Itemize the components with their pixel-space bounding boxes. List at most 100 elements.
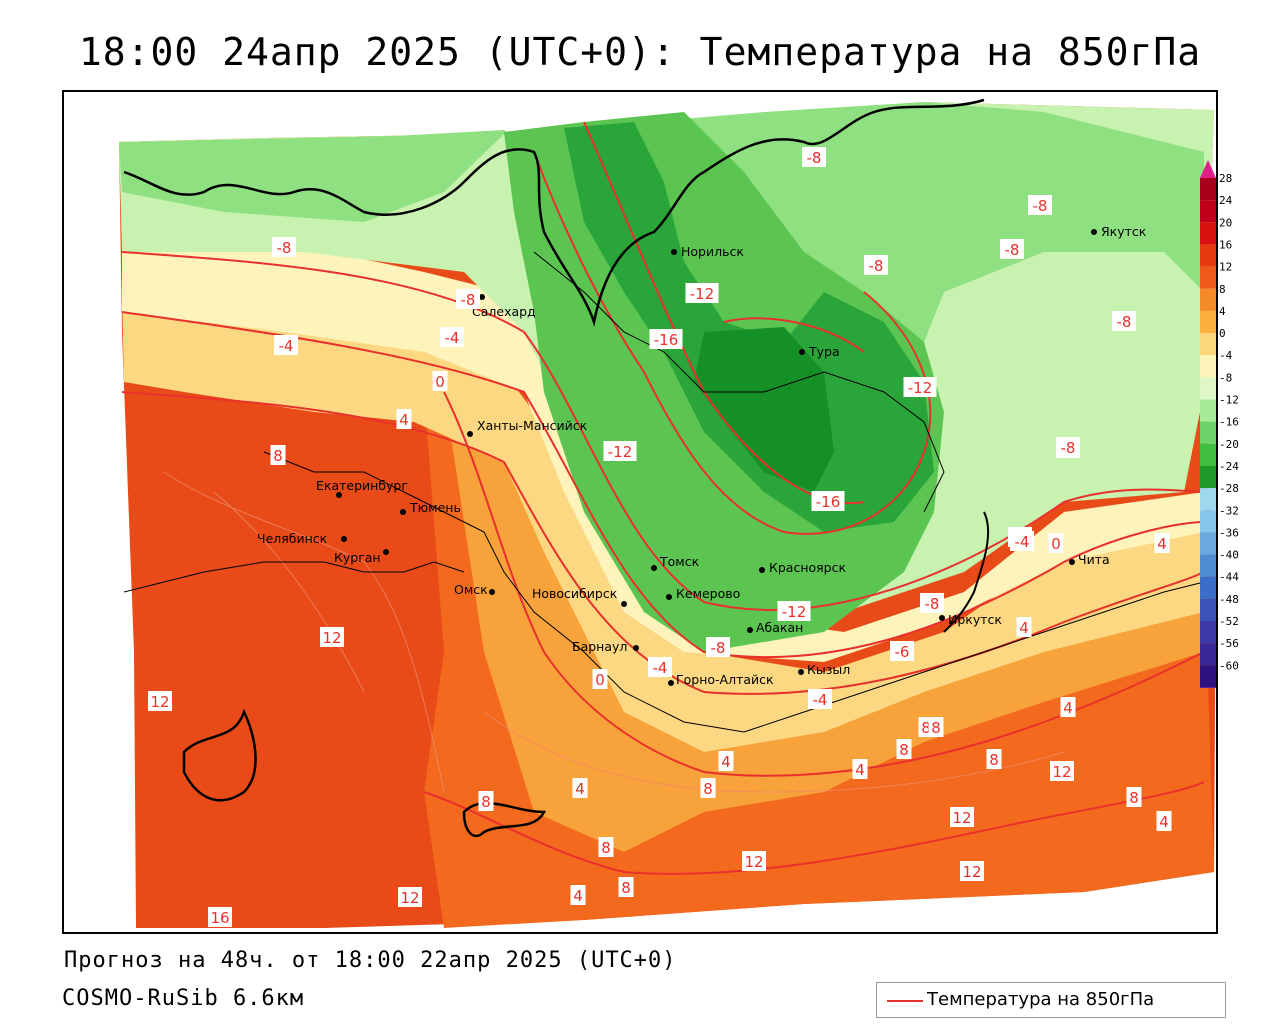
isotherm-label: -8 <box>1033 197 1048 215</box>
isotherm-label: 12 <box>1052 763 1071 781</box>
isotherm-label-bg <box>398 887 422 907</box>
city-label: Томск <box>659 554 700 569</box>
colorbar-segment <box>1200 621 1216 644</box>
isotherm-label-bg <box>700 778 716 798</box>
colorbar-tick-label: 4 <box>1219 305 1226 318</box>
isotherm-label-bg <box>1048 533 1064 553</box>
region-darkest-green <box>694 327 834 492</box>
colorbar-segment <box>1200 421 1216 444</box>
chart-title: 18:00 24апр 2025 (UTC+0): Температура на… <box>78 30 1202 74</box>
colorbar-segment <box>1200 288 1216 311</box>
colorbar: 28 24 20 16 12 8 4 0 -4 -8 -12 -16 -20 -24 -28 -32 -36 -4… <box>1198 158 1268 706</box>
isotherm-label-bg <box>1156 811 1172 831</box>
isotherm-label-bg <box>950 807 974 827</box>
colorbar-tick-label: -32 <box>1219 504 1239 517</box>
isotherm-label: 8 <box>1129 789 1139 807</box>
colorbar-segment <box>1200 377 1216 400</box>
region-dark-green <box>564 122 934 532</box>
isotherm-label: 12 <box>322 629 341 647</box>
isotherm-label: -8 <box>1117 313 1132 331</box>
isotherm-label: -12 <box>782 603 807 621</box>
isotherm-label: -12 <box>608 443 633 461</box>
city-markers <box>336 229 1097 686</box>
isotherm-label-bg <box>928 717 944 737</box>
city-label: Кемерово <box>676 586 740 601</box>
isotherm-label-bg <box>718 751 734 771</box>
isotherm-label: 8 <box>273 447 283 465</box>
isotherm-label: -6 <box>895 643 910 661</box>
isotherm-label-bg <box>432 371 448 391</box>
isotherm-label-bg <box>1010 531 1034 551</box>
colorbar-tick-label: 28 <box>1219 172 1232 185</box>
isotherm-label: -12 <box>908 379 933 397</box>
colorbar-tick-label: 24 <box>1219 194 1233 207</box>
isotherm-label: -16 <box>654 331 679 349</box>
isotherm-label-bg <box>598 837 614 857</box>
isotherm-label: 4 <box>1063 699 1073 717</box>
city-label: Якутск <box>1101 224 1147 239</box>
isotherm-label: -8 <box>711 639 726 657</box>
isotherm-label: 8 <box>931 719 941 737</box>
legend: Температура на 850гПа <box>876 982 1226 1018</box>
city-label: Новосибирск <box>532 586 618 601</box>
isotherm-label: 8 <box>601 839 611 857</box>
colorbar-tick-label: -44 <box>1219 571 1239 584</box>
isotherm-label-bg <box>1060 697 1076 717</box>
isotherm-label: 8 <box>989 751 999 769</box>
colorbar-tick-label: 0 <box>1219 327 1226 340</box>
isotherm-label-bg <box>685 283 719 303</box>
isotherm-label: 12 <box>400 889 419 907</box>
colorbar-svg: 28 24 20 16 12 8 4 0 -4 -8 -12 -16 -20 -24 -28 -32 -36 -4… <box>1200 160 1239 706</box>
forecast-info: Прогноз на 48ч. от 18:00 22апр 2025 (UTC… <box>64 948 677 973</box>
isotherm-label: -16 <box>816 493 841 511</box>
isotherm-label-bg <box>270 445 286 465</box>
isotherm-label: 4 <box>399 411 409 429</box>
city-label: Челябинск <box>257 531 328 546</box>
model-name: COSMO-RuSib 6.6км <box>62 986 305 1011</box>
isotherm-label: 16 <box>210 909 229 927</box>
colorbar-segment <box>1200 532 1216 555</box>
isotherm-label-bg <box>603 441 637 461</box>
colorbar-segment <box>1200 244 1216 267</box>
isotherm-label-bg <box>811 491 845 511</box>
colorbar-tick-label: -20 <box>1219 438 1239 451</box>
map-svg: Норильск Якутск Салехард Тура Ханты-Манс… <box>64 92 1216 932</box>
colorbar-tick-label: -4 <box>1219 349 1233 362</box>
city-label: Чита <box>1078 552 1110 567</box>
isotherm-label: 12 <box>952 809 971 827</box>
isotherm-label: -8 <box>869 257 884 275</box>
isotherm-label: 12 <box>962 863 981 881</box>
colorbar-segment <box>1200 355 1216 378</box>
colorbar-tick-label: 8 <box>1219 283 1226 296</box>
colorbar-top-arrow <box>1200 160 1216 178</box>
isotherm-label: 8 <box>899 741 909 759</box>
colorbar-segment <box>1200 510 1216 533</box>
city-label: Абакан <box>756 620 803 635</box>
isotherm-label-bg <box>272 237 296 257</box>
colorbar-tick-label: -40 <box>1219 549 1239 562</box>
isotherm-label: 4 <box>573 887 583 905</box>
region-light-orange <box>444 392 1204 852</box>
isotherm-label-bg <box>648 657 672 677</box>
region-yellow <box>122 292 1204 752</box>
temperature-map: Норильск Якутск Салехард Тура Ханты-Манс… <box>62 90 1218 934</box>
boundaries <box>123 98 1205 838</box>
isotherm-label-bg <box>896 739 912 759</box>
isotherm-label: 4 <box>721 753 731 771</box>
isotherm-label-bg <box>802 147 826 167</box>
isotherm-label-bg <box>570 885 586 905</box>
isotherm-label-bg <box>478 791 494 811</box>
colorbar-tick-label: -24 <box>1219 460 1239 473</box>
isotherm-label: -8 <box>807 149 822 167</box>
isotherm-label: -4 <box>1015 533 1030 551</box>
city-label: Омск <box>454 582 488 597</box>
city-label: Ханты-Мансийск <box>477 418 588 433</box>
colorbar-tick-label: -52 <box>1219 615 1239 628</box>
colorbar-tick-label: 16 <box>1219 238 1232 251</box>
colorbar-segment <box>1200 443 1216 466</box>
isotherm-label-bg <box>1016 617 1032 637</box>
isotherm-label: 8 <box>621 879 631 897</box>
isotherm-label-bg <box>1050 761 1074 781</box>
colorbar-segment <box>1200 665 1216 688</box>
isotherm-label: 8 <box>703 780 713 798</box>
